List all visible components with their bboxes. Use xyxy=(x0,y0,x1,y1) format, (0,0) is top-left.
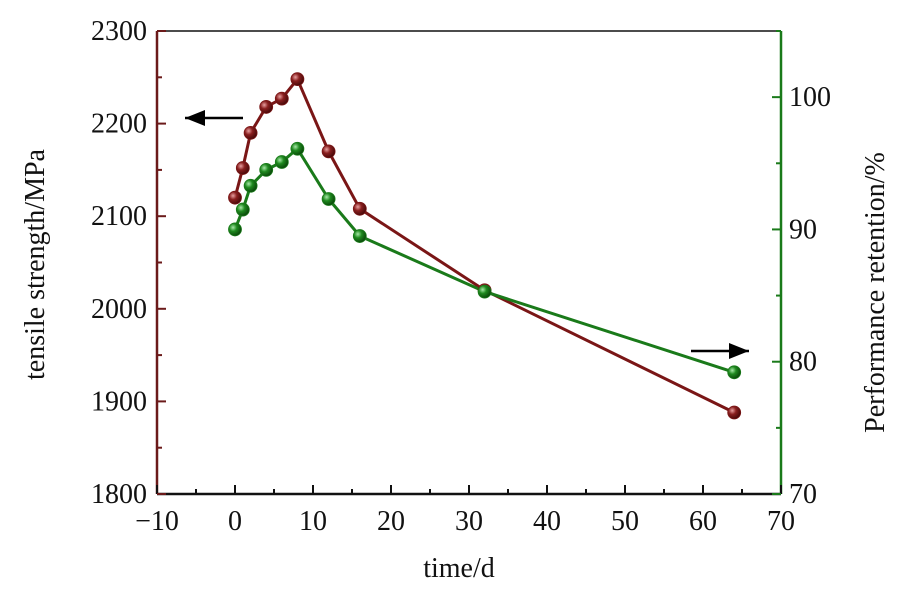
y-left-tick-label: 2000 xyxy=(91,294,147,325)
x-tick-label: 10 xyxy=(299,506,327,537)
series-1-point xyxy=(259,100,274,114)
series-2-point xyxy=(228,222,242,237)
x-tick-label: 50 xyxy=(611,506,639,537)
labels-layer: −10 0 10 20 30 40 50 60 70 1800 1900 2000 2100 2200 23… xyxy=(20,16,891,584)
y-left-tick-label: 1900 xyxy=(91,386,147,417)
y-right-tick-label: 80 xyxy=(789,347,817,378)
series-1-point xyxy=(243,125,258,140)
series-1-point xyxy=(290,72,305,87)
series-2-line xyxy=(233,147,735,374)
x-tick-label: 40 xyxy=(533,506,561,537)
series-2-point xyxy=(290,141,305,156)
y-left-tick-label: 2200 xyxy=(91,109,147,140)
series-1-point xyxy=(352,201,367,216)
series-1-point xyxy=(228,190,242,205)
series-1-point xyxy=(274,91,289,106)
x-tick-label: 60 xyxy=(689,506,717,537)
series-2-point xyxy=(321,192,336,206)
y-left-tick-label: 2100 xyxy=(91,201,147,232)
y-left-tick-label: 1800 xyxy=(91,479,147,510)
x-tick-label: 0 xyxy=(228,506,242,537)
y-left-tick-label: 2300 xyxy=(91,16,147,47)
series-2-point xyxy=(235,202,250,217)
axes-layer xyxy=(155,30,783,496)
series-1-point xyxy=(727,405,742,420)
series-1-point xyxy=(235,161,250,175)
series-2-point xyxy=(477,284,492,299)
series-2-point xyxy=(727,365,742,380)
points-layer xyxy=(228,72,742,420)
series-2-point xyxy=(259,162,274,177)
series-2-point xyxy=(274,155,289,169)
y-right-tick-label: 100 xyxy=(789,82,831,113)
x-tick-label: 30 xyxy=(455,506,483,537)
lines-layer xyxy=(233,77,735,414)
arrow-right-axis-head xyxy=(729,343,749,359)
series-1-point xyxy=(321,144,336,159)
arrow-left-axis xyxy=(185,110,243,126)
x-tick-label: −10 xyxy=(135,506,179,537)
y-axis-right-title: Performance retention/% xyxy=(860,152,891,433)
x-axis-title: time/d xyxy=(423,553,495,584)
arrow-right-axis xyxy=(691,343,749,359)
series-2-point xyxy=(243,178,258,193)
y-right-tick-label: 70 xyxy=(789,479,817,510)
series-2-point xyxy=(352,229,367,243)
arrow-left-axis-head xyxy=(185,110,205,126)
x-tick-label: 20 xyxy=(377,506,405,537)
x-tick-label: 70 xyxy=(767,506,795,537)
y-axis-left-title: tensile strength/MPa xyxy=(20,148,51,380)
series-1-line xyxy=(233,77,735,414)
y-right-tick-label: 90 xyxy=(789,214,817,245)
